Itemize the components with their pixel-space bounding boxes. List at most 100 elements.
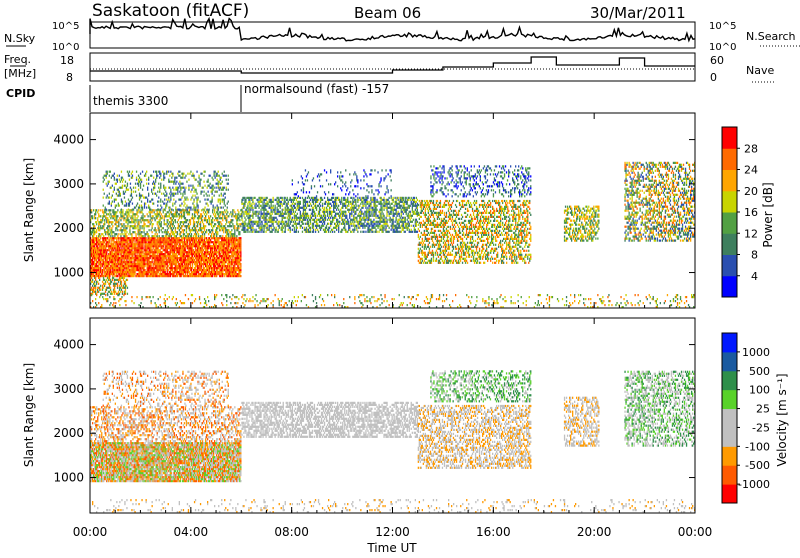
heatmap-cell [123,219,124,221]
heatmap-cell [273,225,274,227]
heatmap-cell [255,203,256,205]
heatmap-cell [228,201,229,203]
heatmap-cell [228,189,229,191]
heatmap-cell [106,175,107,177]
heatmap-cell [120,213,121,215]
heatmap-cell [167,221,168,223]
heatmap-cell [202,187,203,189]
heatmap-cell [130,211,131,213]
heatmap-cell [278,231,279,233]
heatmap-cell [220,201,221,203]
heatmap-cell [189,173,190,175]
heatmap-cell [177,255,178,257]
heatmap-cell [109,263,110,265]
heatmap-cell [125,293,126,295]
heatmap-cell [127,185,128,187]
heatmap-cell [179,185,180,187]
heatmap-cell [227,231,228,233]
heatmap-cell [192,215,193,217]
heatmap-cell [120,287,121,289]
freq-label: Freq. [4,53,31,66]
heatmap-cell [223,213,224,215]
heatmap-cell [243,213,244,215]
heatmap-cell [179,229,180,231]
heatmap-cell [167,201,168,203]
heatmap-cell [202,219,203,221]
heatmap-cell [258,225,259,227]
heatmap-cell [139,199,140,201]
heatmap-cell [192,267,193,269]
heatmap-cell [264,207,265,209]
nave-label: Nave [746,64,774,77]
heatmap-cell [196,193,197,195]
heatmap-cell [220,229,221,231]
heatmap-cell [122,209,123,211]
heatmap-cell [173,221,174,223]
heatmap-cell [217,179,218,181]
heatmap-cell [153,189,154,191]
heatmap-cell [167,271,168,273]
heatmap-cell [175,219,176,221]
heatmap-cell [268,211,269,213]
heatmap-cell [165,269,166,271]
heatmap-cell [95,287,96,289]
heatmap-cell [181,213,182,215]
heatmap-cell [140,173,141,175]
heatmap-cell [106,209,107,211]
heatmap-cell [231,265,232,267]
heatmap-cell [94,229,95,231]
heatmap-cell [209,269,210,271]
freq-panel: Freq. [MHz] 18 8 60 0 Nave [4,53,774,84]
cpid-segment-1: themis 3300 [93,94,168,108]
heatmap-cell [146,183,147,185]
heatmap-cell [193,201,194,203]
heatmap-cell [255,207,256,209]
heatmap-cell [102,271,103,273]
heatmap-cell [195,207,196,209]
heatmap-cell [226,235,227,237]
heatmap-cell [120,235,121,237]
heatmap-cell [98,225,99,227]
heatmap-cell [177,259,178,261]
heatmap-cell [177,269,178,271]
cpid-panel: CPID themis 3300 normalsound (fast) -157 [6,82,389,112]
heatmap-cell [133,275,134,277]
heatmap-cell [135,187,136,189]
heatmap-cell [174,181,175,183]
heatmap-cell [116,211,117,213]
heatmap-cell [97,245,98,247]
heatmap-cell [219,263,220,265]
heatmap-cell [141,201,142,203]
heatmap-cell [119,191,120,193]
heatmap-cell [207,195,208,197]
heatmap-cell [109,225,110,227]
heatmap-cell [225,223,226,225]
heatmap-cell [132,211,133,213]
heatmap-cell [120,219,121,221]
heatmap-cell [263,211,264,213]
heatmap-cell [176,213,177,215]
heatmap-cell [228,233,229,235]
heatmap-cell [131,259,132,261]
heatmap-cell [131,199,132,201]
heatmap-cell [185,217,186,219]
heatmap-cell [182,183,183,185]
heatmap-cell [242,221,243,223]
heatmap-cell [244,217,245,219]
heatmap-cell [159,235,160,237]
heatmap-cell [205,211,206,213]
heatmap-cell [192,255,193,257]
heatmap-cell [166,199,167,201]
heatmap-cell [196,235,197,237]
heatmap-cell [189,233,190,235]
heatmap-cell [239,233,240,235]
heatmap-cell [216,249,217,251]
heatmap-cell [271,225,272,227]
heatmap-cell [143,229,144,231]
heatmap-cell [111,223,112,225]
heatmap-cell [143,185,144,187]
heatmap-cell [186,229,187,231]
heatmap-cell [164,199,165,201]
heatmap-cell [99,239,100,241]
heatmap-cell [111,291,112,293]
